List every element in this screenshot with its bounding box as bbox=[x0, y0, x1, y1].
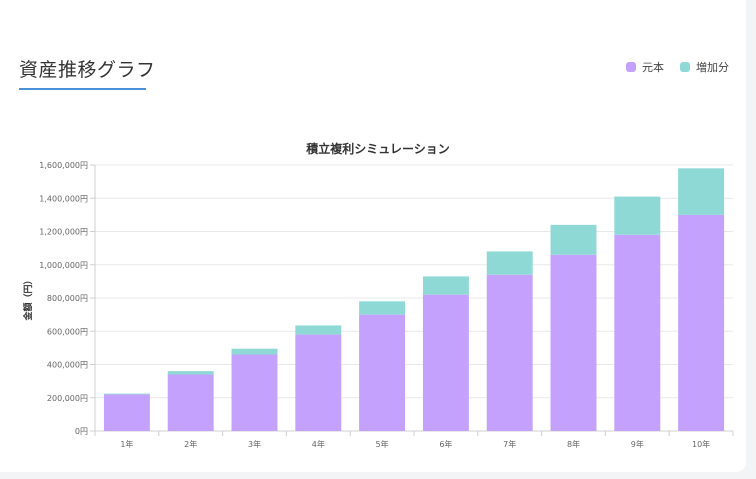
bar-gain[interactable] bbox=[103, 393, 150, 395]
bar-principal[interactable] bbox=[231, 354, 278, 431]
legend-label-gain: 増加分 bbox=[696, 61, 729, 74]
page-title: 資産推移グラフ bbox=[19, 59, 156, 81]
y-tick-label: 1,200,000円 bbox=[39, 228, 88, 237]
bar-gain[interactable] bbox=[486, 251, 533, 275]
legend-item-principal[interactable]: 元本 bbox=[626, 59, 664, 75]
bar-gain[interactable] bbox=[295, 325, 342, 335]
legend-swatch-gain bbox=[680, 62, 690, 72]
y-tick-label: 800,000円 bbox=[47, 294, 88, 303]
bar-gain[interactable] bbox=[359, 301, 406, 315]
bar-principal[interactable] bbox=[614, 234, 661, 431]
bar-gain[interactable] bbox=[614, 196, 661, 235]
bar-principal[interactable] bbox=[486, 274, 533, 431]
x-tick-label: 7年 bbox=[503, 439, 516, 449]
bar-principal[interactable] bbox=[422, 294, 469, 431]
y-axis-label: 金額（円） bbox=[22, 275, 34, 321]
chart-legend: 元本 増加分 bbox=[626, 59, 729, 75]
y-tick-label: 0円 bbox=[75, 427, 88, 436]
bar-principal[interactable] bbox=[167, 374, 214, 431]
legend-swatch-principal bbox=[626, 62, 636, 72]
bar-gain[interactable] bbox=[678, 168, 725, 215]
y-tick-label: 1,400,000円 bbox=[39, 194, 88, 203]
bar-principal[interactable] bbox=[359, 314, 406, 431]
legend-label-principal: 元本 bbox=[642, 61, 664, 74]
bar-gain[interactable] bbox=[422, 276, 469, 295]
bar-principal[interactable] bbox=[550, 254, 597, 431]
y-tick-label: 200,000円 bbox=[47, 394, 88, 403]
bar-gain[interactable] bbox=[550, 224, 597, 255]
x-tick-label: 2年 bbox=[184, 439, 197, 449]
x-tick-label: 3年 bbox=[248, 439, 261, 449]
bars bbox=[103, 168, 725, 431]
y-tick-label: 600,000円 bbox=[47, 327, 88, 336]
x-tick-label: 8年 bbox=[567, 439, 580, 449]
y-axis-ticks: 0円 200,000円 400,000円 600,000円 800,000円 1,000,… bbox=[39, 161, 95, 436]
x-tick-label: 1年 bbox=[120, 439, 133, 449]
x-tick-label: 9年 bbox=[631, 439, 644, 449]
y-tick-label: 1,600,000円 bbox=[39, 161, 88, 170]
bar-principal[interactable] bbox=[678, 214, 725, 431]
stacked-bar-chart: 積立複利シミュレーション 金額（円） 0円 200,000円 400,000円 600… bbox=[22, 141, 734, 449]
bar-gain[interactable] bbox=[167, 371, 214, 375]
legend-item-gain[interactable]: 増加分 bbox=[680, 59, 729, 75]
x-tick-label: 10年 bbox=[692, 439, 710, 449]
x-tick-label: 6年 bbox=[439, 439, 452, 449]
x-axis-ticks: 1年 2年 3年 4年 5年 6年 7年 8年 9年 10年 bbox=[94, 431, 734, 449]
chart-title: 積立複利シミュレーション bbox=[305, 141, 450, 156]
bar-gain[interactable] bbox=[231, 348, 278, 355]
y-tick-label: 400,000円 bbox=[47, 361, 88, 370]
y-tick-label: 1,000,000円 bbox=[39, 261, 88, 270]
bar-principal[interactable] bbox=[295, 334, 342, 431]
x-tick-label: 5年 bbox=[376, 439, 389, 449]
bar-principal[interactable] bbox=[103, 394, 150, 431]
title-underline bbox=[19, 88, 146, 90]
x-tick-label: 4年 bbox=[312, 439, 325, 449]
